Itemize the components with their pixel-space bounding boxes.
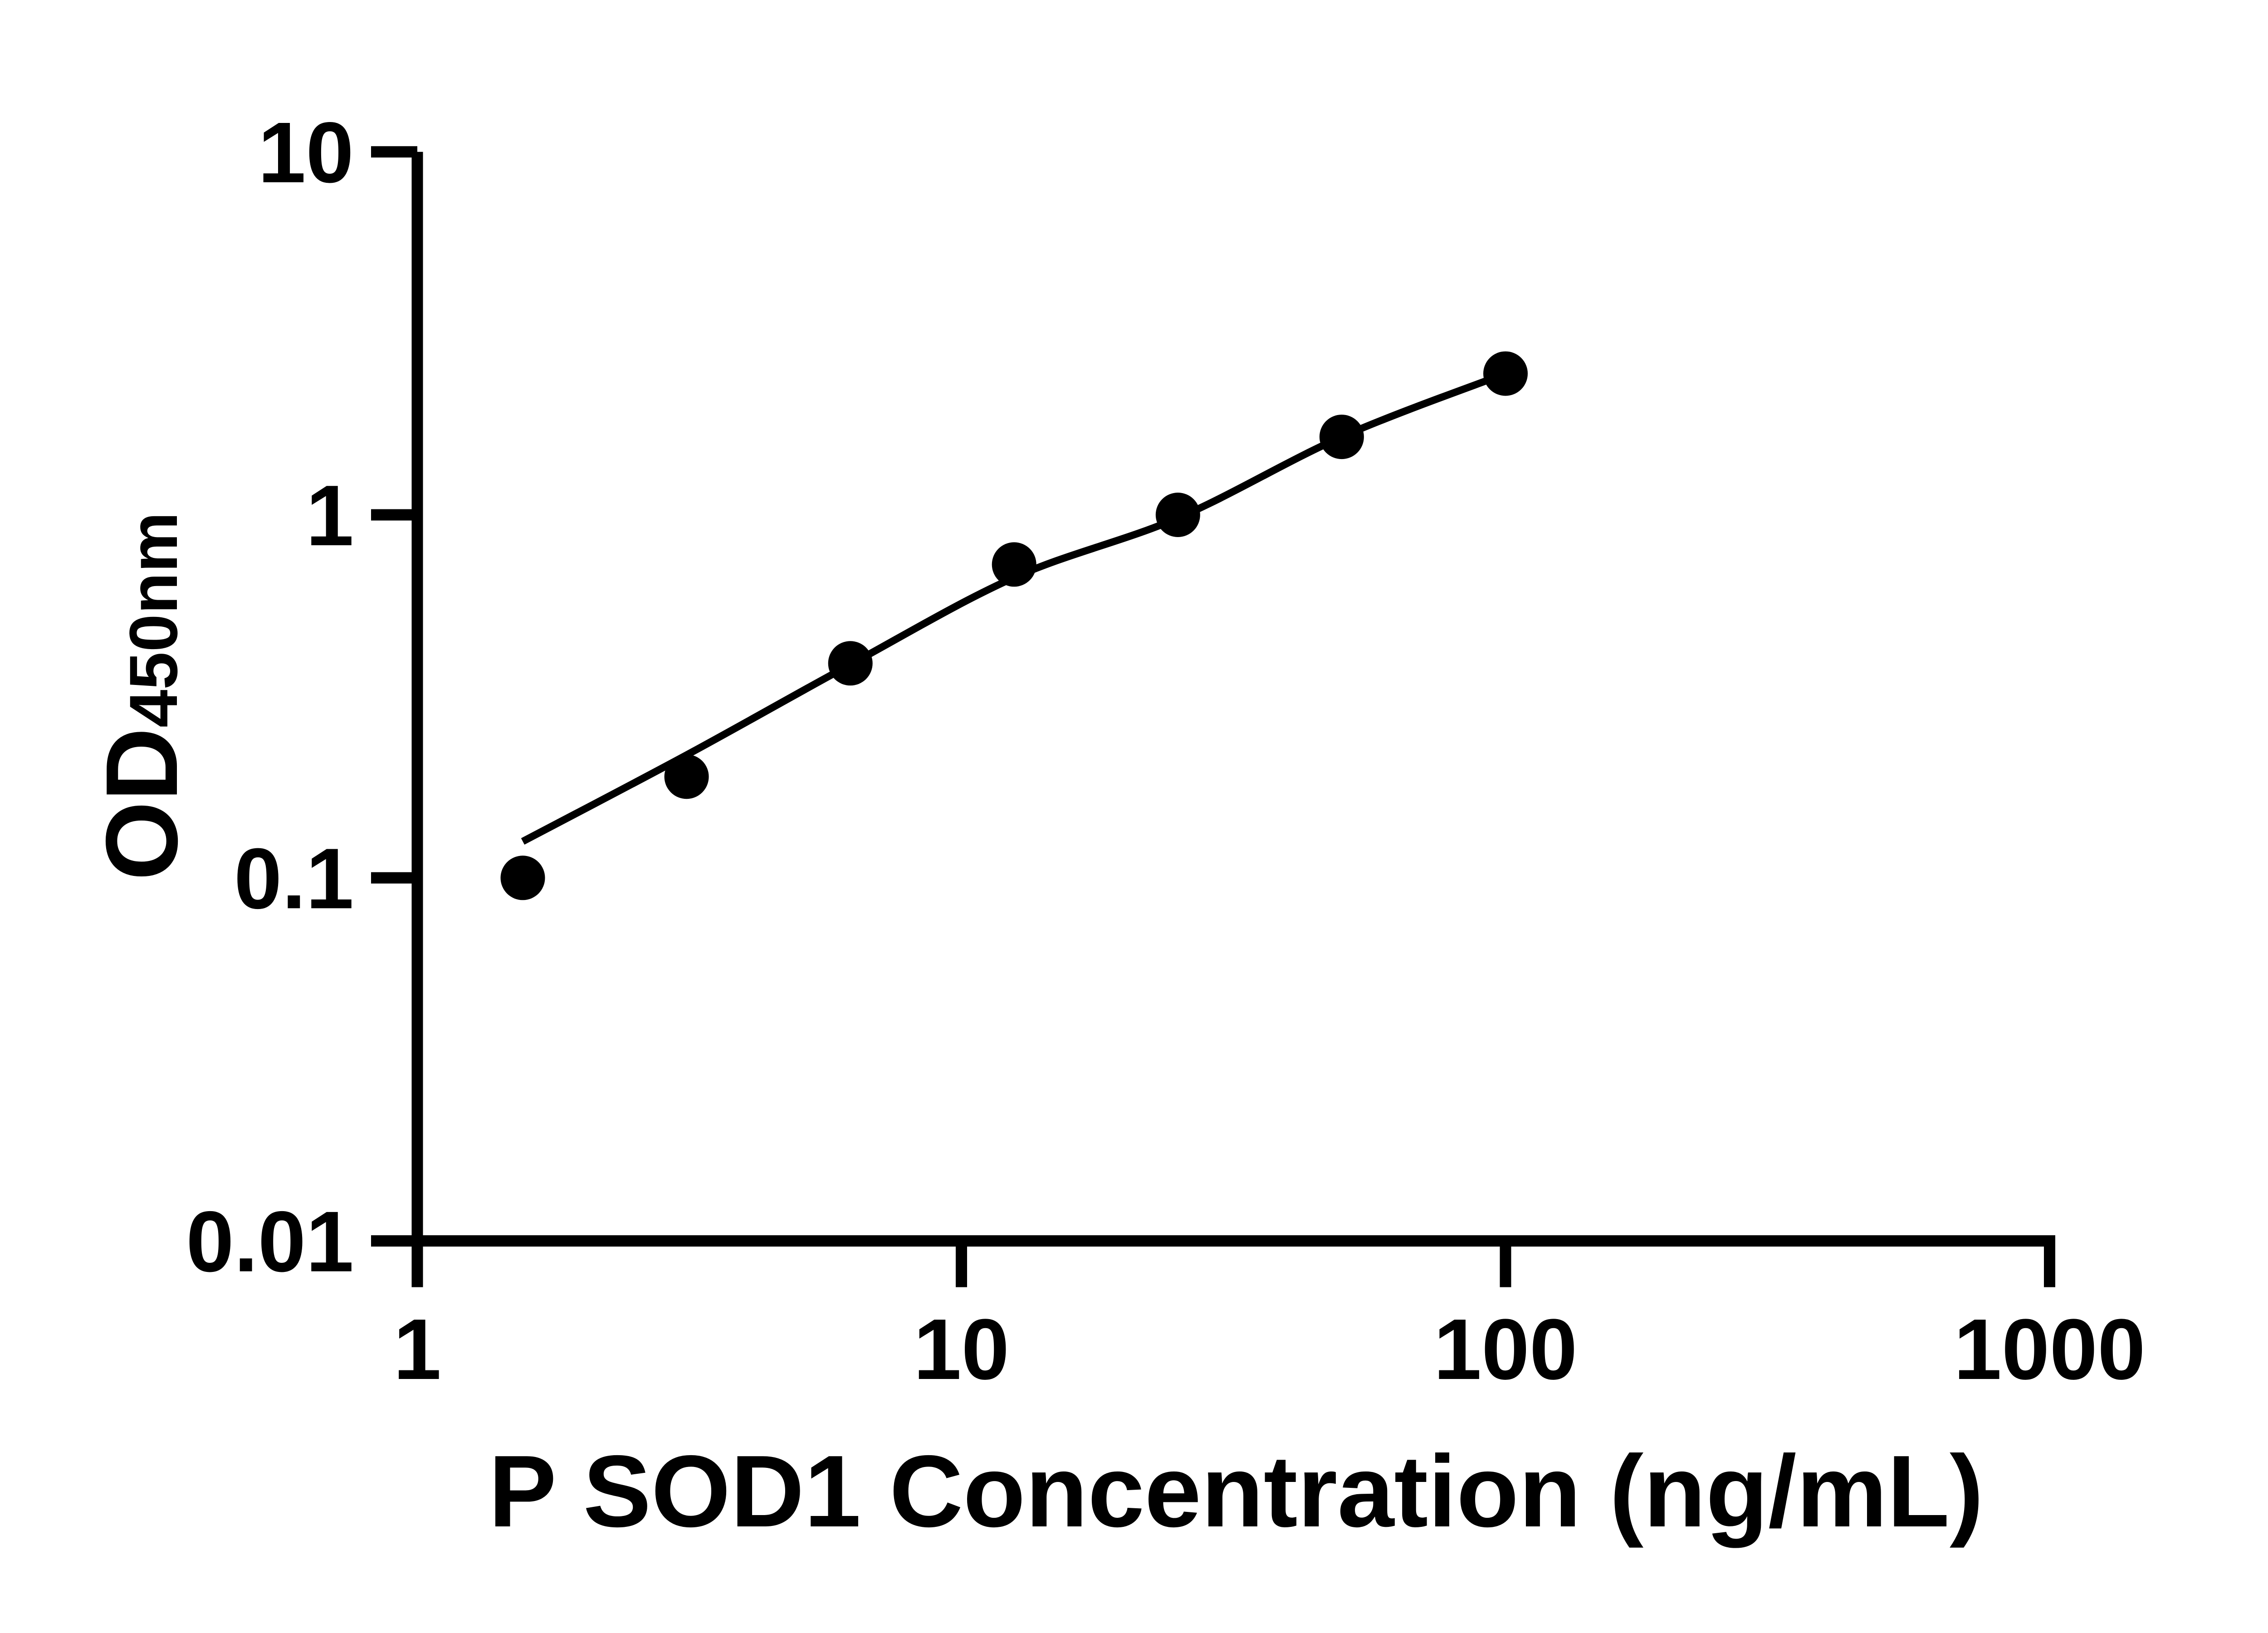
tick-labels: 1 10 100 1000 10 1 0.1 0.01 [186,105,2146,1398]
y-axis-title-main: OD [84,728,199,881]
y-tick-label: 0.1 [234,831,354,927]
x-axis-title: P SOD1 Concentration (ng/mL) [489,1434,1984,1548]
data-point [828,641,873,686]
y-tick-label: 10 [258,105,354,201]
data-point [664,754,709,799]
data-series [500,351,1528,900]
x-tick-label: 1 [393,1301,441,1398]
x-tick-label: 10 [914,1301,1009,1398]
data-point [1483,351,1528,396]
tick-marks [371,146,2055,1287]
data-point [992,542,1036,587]
x-tick-label: 100 [1433,1301,1577,1398]
y-tick-label: 0.01 [186,1194,354,1290]
axes [411,152,2055,1247]
data-point [1155,493,1200,537]
data-point [1319,415,1364,460]
x-tick-label: 1000 [1954,1301,2146,1398]
y-tick-label: 1 [306,468,354,564]
data-point [500,856,545,900]
y-axis-title-subscript: 450nm [115,512,191,728]
y-axis-title: OD450nm [84,512,199,881]
